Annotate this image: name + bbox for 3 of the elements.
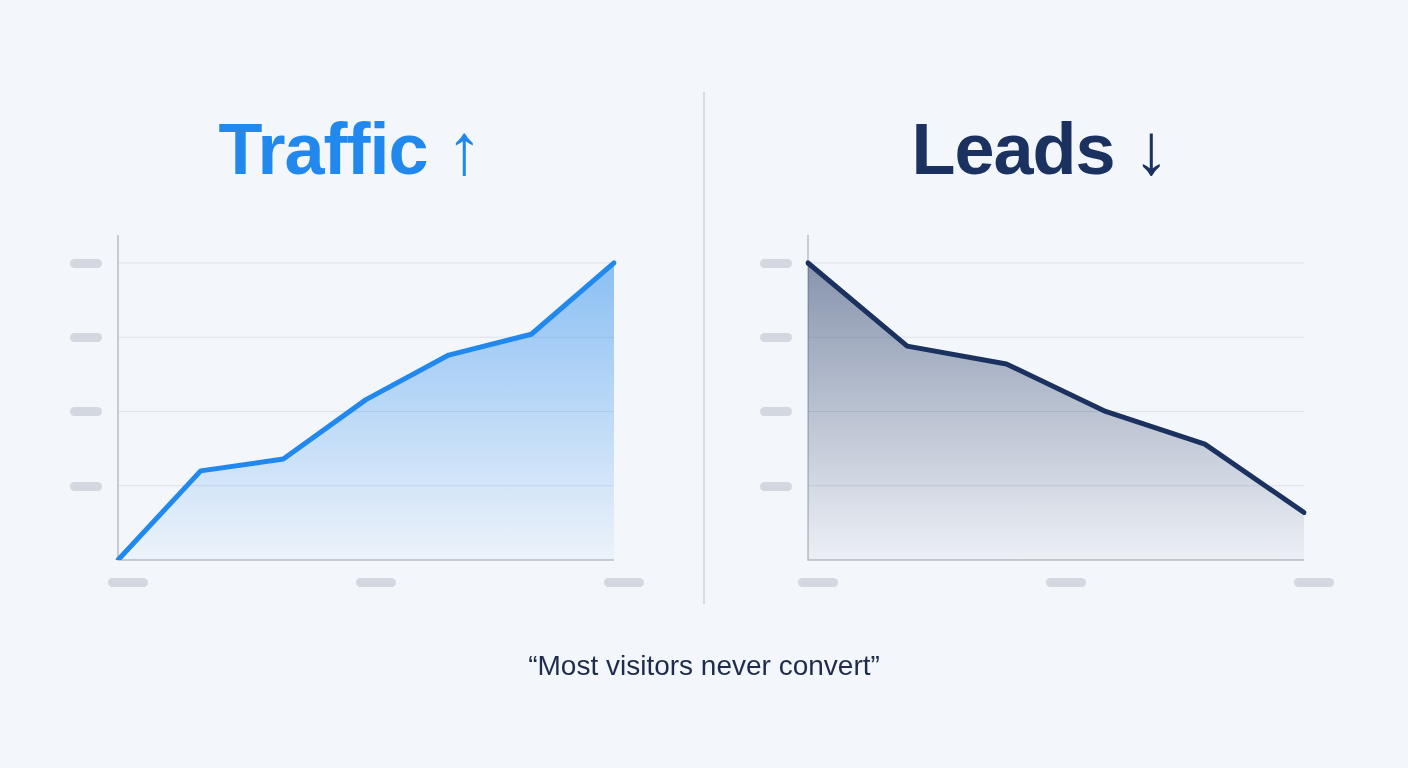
text: “Most visitors never convert”	[527, 650, 881, 682]
chart-title: Traffic ↑	[217, 108, 483, 190]
chart-title: Leads ↓	[910, 108, 1170, 190]
